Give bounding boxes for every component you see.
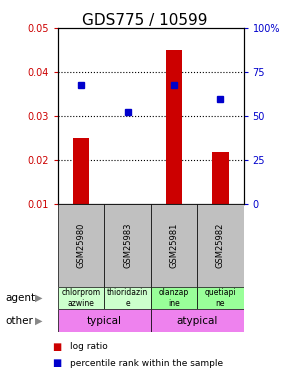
Text: ■: ■ xyxy=(52,342,61,352)
Bar xyxy=(151,204,197,287)
Text: percentile rank within the sample: percentile rank within the sample xyxy=(70,358,223,368)
Bar xyxy=(58,204,104,287)
Text: other: other xyxy=(6,316,34,326)
Text: thioridazin
e: thioridazin e xyxy=(107,288,148,308)
Bar xyxy=(212,152,229,204)
Bar xyxy=(197,204,244,287)
Text: typical: typical xyxy=(87,316,122,326)
Text: log ratio: log ratio xyxy=(70,342,107,351)
Bar xyxy=(151,287,197,309)
Bar xyxy=(58,287,104,309)
Text: GSM25982: GSM25982 xyxy=(216,223,225,268)
Text: GSM25980: GSM25980 xyxy=(77,223,86,268)
Text: ▶: ▶ xyxy=(35,316,43,326)
Bar xyxy=(73,138,89,204)
Text: ■: ■ xyxy=(52,358,61,368)
Bar xyxy=(58,309,151,332)
Bar xyxy=(166,50,182,204)
Bar xyxy=(197,287,244,309)
Text: quetiapi
ne: quetiapi ne xyxy=(204,288,236,308)
Bar xyxy=(151,309,244,332)
Bar xyxy=(104,287,151,309)
Text: agent: agent xyxy=(6,293,36,303)
Text: chlorprom
azwine: chlorprom azwine xyxy=(62,288,101,308)
Text: GSM25983: GSM25983 xyxy=(123,223,132,268)
Bar xyxy=(104,204,151,287)
Text: olanzap
ine: olanzap ine xyxy=(159,288,189,308)
Text: GDS775 / 10599: GDS775 / 10599 xyxy=(82,13,208,28)
Text: atypical: atypical xyxy=(177,316,218,326)
Text: ▶: ▶ xyxy=(35,293,43,303)
Text: GSM25981: GSM25981 xyxy=(169,223,179,268)
